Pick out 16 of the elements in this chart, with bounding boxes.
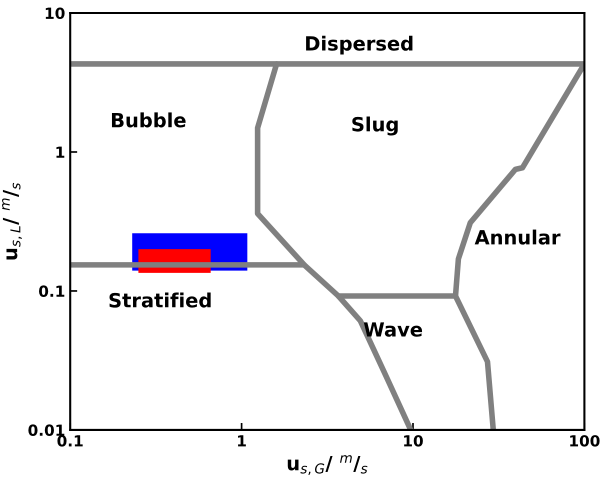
annotation: Wave (364, 322, 422, 337)
annotation: Annular (474, 230, 560, 245)
y-tick-label: 0.01 (28, 424, 64, 436)
y-tick-label: 10 (46, 7, 65, 20)
x-tick-label: 1 (238, 435, 246, 446)
y-tick-label: 0.1 (39, 285, 64, 297)
annotation: Bubble (112, 112, 186, 128)
x-tick-label: 10 (404, 435, 423, 447)
annotation: Stratified (109, 292, 211, 308)
y-tick-label: 1 (56, 146, 64, 158)
x-tick-label: 100 (570, 435, 600, 447)
y-axis-title: u$_{s,L}$/ $^{m}$/$_{s}$ (2, 182, 22, 260)
x-axis-title: u$_{s,G}$/ $^{m}$/$_{s}$ (288, 455, 368, 475)
annotation: Dispersed (306, 36, 412, 55)
x-tick-label: 0.1 (57, 435, 83, 447)
annotation: Slug (352, 116, 398, 136)
